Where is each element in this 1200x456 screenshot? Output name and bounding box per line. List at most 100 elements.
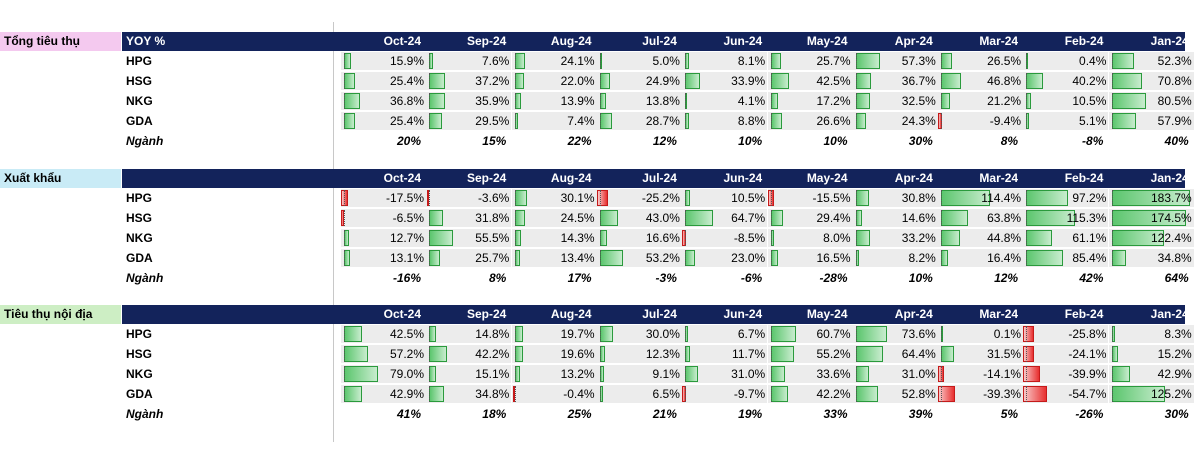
data-cell: 25.4% [341,72,426,90]
bar-axis [344,190,345,206]
bar-axis [855,210,857,226]
bar-axis [685,386,687,402]
cell-value: -8.5% [733,231,766,245]
bar-axis [429,326,431,342]
metric-label: YOY % [126,34,166,48]
cell-value: 13.9% [560,94,595,108]
data-cell: 40.2% [1023,72,1109,90]
bar-axis [1111,346,1113,362]
data-cell: 31.5% [938,345,1024,363]
bar-axis [685,113,687,129]
industry-value: -28% [819,271,848,285]
data-bar [344,113,355,129]
data-cell: 43.0% [596,209,682,227]
data-cell: -15.5% [767,189,853,207]
cell-value: 57.2% [389,347,424,361]
cell-value: -14.1% [983,367,1022,381]
month-header-aug-24: Aug-24 [550,34,592,48]
industry-value: -16% [392,271,421,285]
data-cell: 122.4% [1108,229,1194,247]
cell-value: 15.9% [389,54,424,68]
data-cell: 8.3% [1108,325,1194,343]
data-bar [344,366,378,382]
data-bar [770,113,782,129]
data-cell: -9.7% [682,385,768,403]
bar-axis [599,346,601,362]
data-cell: 30.1% [511,189,597,207]
data-cell: 5.0% [596,52,682,70]
bar-axis [855,386,857,402]
cell-value: 53.2% [645,251,680,265]
bar-axis [770,53,772,69]
bar-axis [1026,113,1028,129]
row-nkg: NKG 79.0% 15.1% 13.2% 9.1% 31.0% 33.6% 31.0% -14… [0,364,1200,384]
data-bar [770,73,789,89]
cell-value: 19.7% [560,327,595,341]
cell-value: 6.5% [652,387,680,401]
data-cell: 16.4% [938,249,1024,267]
bar-axis [770,346,772,362]
month-header-apr-24: Apr-24 [894,171,933,185]
bar-axis [770,113,772,129]
bar-axis [344,326,345,342]
bar-axis [514,386,516,402]
data-bar [941,93,951,109]
month-header-jul-24: Jul-24 [642,307,677,321]
bar-axis [941,113,943,129]
bar-axis [1026,93,1028,109]
cell-value: 13.8% [645,94,680,108]
data-bar [427,190,430,206]
data-bar [685,73,700,89]
month-header-aug-24: Aug-24 [550,171,592,185]
data-bar [429,346,448,362]
cell-value: 35.9% [475,94,510,108]
bar-axis [1111,250,1113,266]
cell-value: 33.2% [901,231,936,245]
data-cell: 37.2% [426,72,512,90]
data-cell: 55.2% [767,345,853,363]
data-bar [855,93,870,109]
data-cell: 13.4% [511,249,597,267]
data-bar [938,386,955,402]
cell-value: 125.2% [1150,387,1192,401]
data-cell: 80.5% [1108,92,1194,110]
bar-axis [429,73,431,89]
cell-value: 25.7% [475,251,510,265]
data-bar [1111,366,1130,382]
data-bar [1026,230,1053,246]
data-bar [599,250,623,266]
cell-value: 7.6% [481,54,510,68]
month-header-oct-24: Oct-24 [383,307,421,321]
cell-value: 30.1% [560,191,595,205]
row-industry: Ngành -16% 8% 17% -3% -6% -28% 10% 12% 42% 64% [0,268,1200,288]
data-cell: 73.6% [852,325,938,343]
cell-value: 19.6% [560,347,595,361]
month-header-jan-24: Jan-24 [1150,34,1189,48]
row-hsg: HSG 25.4% 37.2% 22.0% 24.9% 33.9% 42.5% 36.7% 46… [0,71,1200,91]
bar-axis [941,73,943,89]
data-bar [1111,53,1134,69]
bar-axis [1026,53,1028,69]
data-cell: 114.4% [938,189,1024,207]
bar-axis [770,386,772,402]
data-cell: 25.4% [341,112,426,130]
cell-value: 14.6% [901,211,936,225]
bar-axis [685,190,687,206]
bar-axis [1026,190,1028,206]
data-cell: 64.7% [682,209,768,227]
bar-axis [1026,366,1028,382]
cell-value: 31.8% [475,211,510,225]
cell-value: -0.4% [563,387,595,401]
bar-axis [599,326,601,342]
bar-axis [941,230,943,246]
data-cell: 61.1% [1023,229,1109,247]
data-bar [344,346,369,362]
data-cell: 24.5% [511,209,597,227]
bar-axis [1026,250,1028,266]
cell-value: 55.2% [816,347,851,361]
data-bar [770,210,783,226]
data-cell: 31.0% [682,365,768,383]
company-label: HPG [126,327,153,341]
cell-value: 63.8% [987,211,1022,225]
bar-axis [685,73,687,89]
